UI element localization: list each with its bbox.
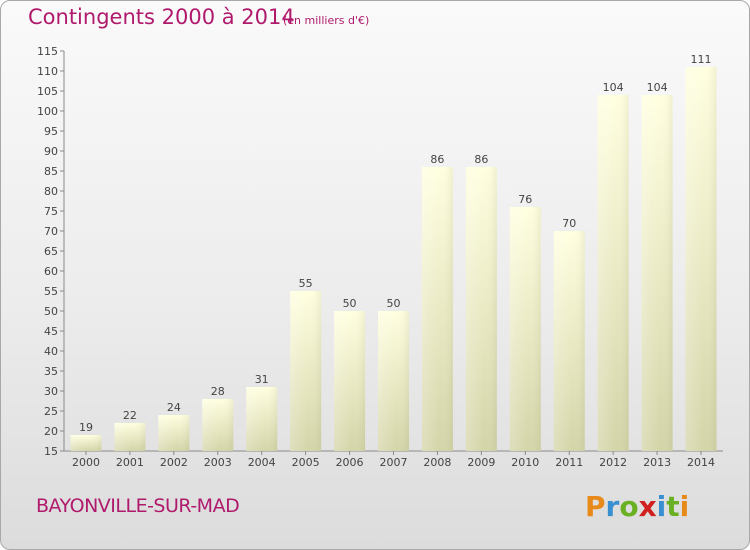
y-tick-label: 80 [44, 185, 58, 198]
value-label-2014: 111 [691, 53, 712, 66]
bar-shine-2007 [378, 311, 409, 451]
x-tick-label-2004: 2004 [248, 456, 276, 469]
y-tick-label: 90 [44, 145, 58, 158]
y-tick-label: 50 [44, 305, 58, 318]
y-tick-label: 20 [44, 425, 58, 438]
logo-letter: i [679, 490, 690, 523]
x-tick-label-2011: 2011 [555, 456, 583, 469]
x-tick-label-2005: 2005 [292, 456, 320, 469]
bar-shine-2006 [334, 311, 366, 451]
bar-shine-2003 [202, 399, 234, 451]
y-tick-label: 35 [44, 365, 58, 378]
bar-shine-2002 [158, 415, 190, 451]
x-tick-label-2014: 2014 [687, 456, 715, 469]
value-label-2007: 50 [387, 297, 401, 310]
value-label-2012: 104 [603, 81, 624, 94]
x-tick-label-2006: 2006 [336, 456, 364, 469]
y-tick-label: 65 [44, 245, 58, 258]
bar-shine-2011 [553, 231, 585, 451]
y-tick-label: 100 [37, 105, 58, 118]
x-tick-label-2002: 2002 [160, 456, 188, 469]
bar-shine-2001 [114, 423, 146, 451]
y-tick-label: 75 [44, 205, 58, 218]
x-tick-label-2008: 2008 [423, 456, 451, 469]
logo-letter: t [666, 490, 680, 523]
y-tick-label: 30 [44, 385, 58, 398]
logo-letter: x [638, 490, 657, 523]
logo-letter: P [585, 490, 606, 523]
x-tick-label-2009: 2009 [467, 456, 495, 469]
bar-shine-2010 [509, 207, 541, 451]
bar-shine-2013 [641, 95, 673, 451]
logo-letter: i [656, 490, 667, 523]
y-tick-label: 85 [44, 165, 58, 178]
x-tick-label-2007: 2007 [380, 456, 408, 469]
x-tick-label-2010: 2010 [511, 456, 539, 469]
commune-name: BAYONVILLE-SUR-MAD [36, 495, 240, 517]
y-tick-label: 60 [44, 265, 58, 278]
y-tick-label: 110 [37, 65, 58, 78]
value-label-2005: 55 [299, 277, 313, 290]
value-label-2003: 28 [211, 385, 225, 398]
bar-shine-2009 [465, 167, 497, 451]
value-label-2009: 86 [474, 153, 488, 166]
y-tick-label: 40 [44, 345, 58, 358]
x-tick-label-2012: 2012 [599, 456, 627, 469]
proxiti-logo: Proxiti [585, 490, 689, 523]
x-tick-label-2000: 2000 [72, 456, 100, 469]
bar-shine-2000 [70, 435, 102, 451]
value-label-2001: 22 [123, 409, 137, 422]
y-tick-label: 45 [44, 325, 58, 338]
value-label-2004: 31 [255, 373, 269, 386]
y-tick-label: 70 [44, 225, 58, 238]
value-label-2002: 24 [167, 401, 181, 414]
y-tick-label: 115 [37, 45, 58, 58]
bar-shine-2008 [421, 167, 453, 451]
value-label-2010: 76 [518, 193, 532, 206]
y-tick-label: 55 [44, 285, 58, 298]
value-label-2011: 70 [562, 217, 576, 230]
value-label-2000: 19 [79, 421, 93, 434]
x-tick-label-2001: 2001 [116, 456, 144, 469]
logo-letter: o [619, 490, 639, 523]
value-label-2013: 104 [647, 81, 668, 94]
bar-shine-2012 [597, 95, 629, 451]
chart-subtitle: (en milliers d'€) [283, 14, 370, 27]
x-tick-label-2003: 2003 [204, 456, 232, 469]
value-label-2006: 50 [343, 297, 357, 310]
y-tick-label: 95 [44, 125, 58, 138]
y-tick-label: 25 [44, 405, 58, 418]
value-label-2008: 86 [430, 153, 444, 166]
x-tick-label-2013: 2013 [643, 456, 671, 469]
bar-shine-2014 [685, 67, 717, 451]
y-tick-label: 15 [44, 445, 58, 458]
logo-letter: r [605, 490, 620, 523]
y-tick-label: 105 [37, 85, 58, 98]
chart-title: Contingents 2000 à 2014 [28, 5, 295, 29]
bar-shine-2004 [246, 387, 278, 451]
bar-shine-2005 [290, 291, 322, 451]
